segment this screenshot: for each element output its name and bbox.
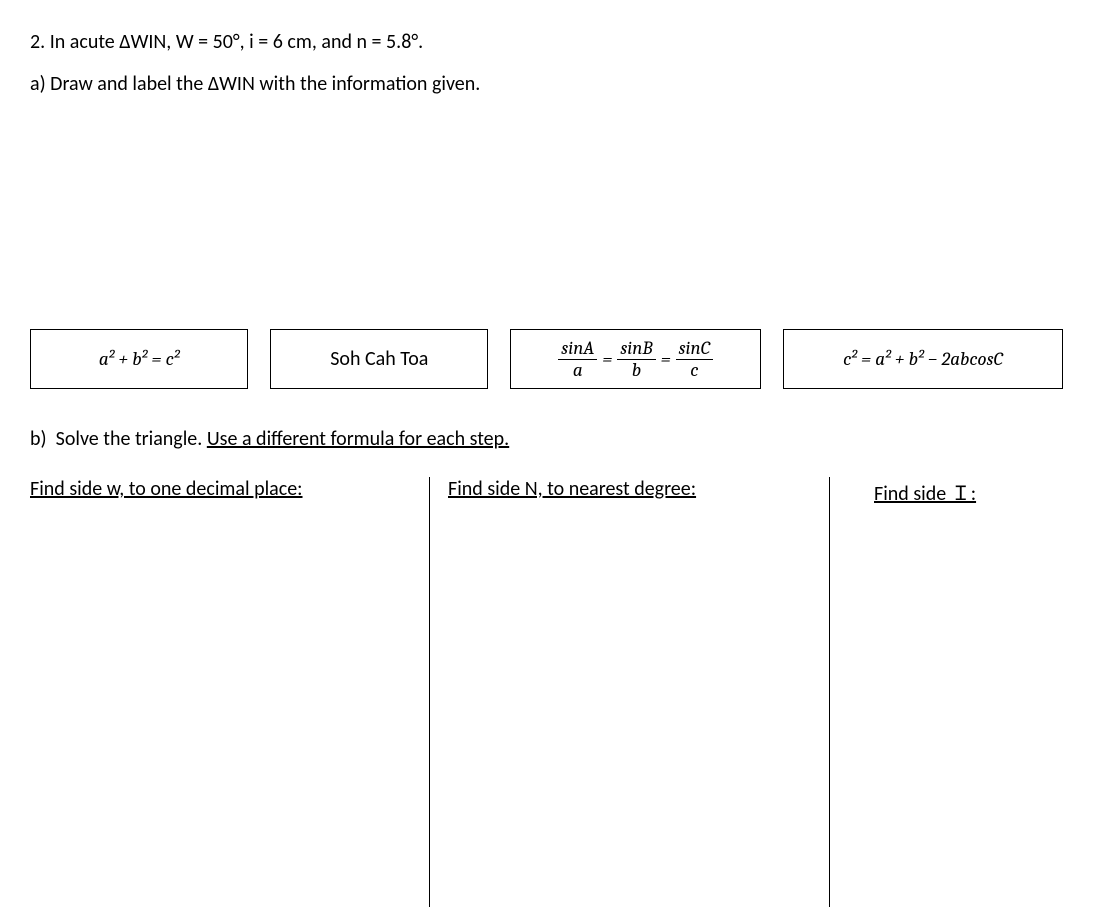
formula-law-of-sines: sinA a = sinB b = sinC c [510,329,761,389]
formula-pythagoras: a² + b² = c² [30,329,248,389]
part-b-label: b) [30,427,47,451]
question-2: 2. In acute ΔWIN, W = 50°, i = 6 cm, and… [30,30,1063,54]
solve-columns: Find side w, to one decimal place: Find … [30,477,1063,907]
col3-heading: Find side Ｉ: [874,477,1048,506]
sines-a: a [558,360,597,381]
formula-sohcahtoa: Soh Cah Toa [270,329,488,389]
formula-cosines-text: c² = a² + b² − 2abcosC [843,348,1003,370]
col2-heading: Find side N, to nearest degree: [448,477,817,501]
sines-sinB: sinB [617,338,655,360]
formula-pythagoras-text: a² + b² = c² [99,348,180,370]
sines-sinC: sinC [676,338,713,360]
solve-col-n: Find side N, to nearest degree: [430,477,830,907]
drawing-area [30,114,1063,329]
formula-law-of-cosines: c² = a² + b² − 2abcosC [783,329,1063,389]
solve-col-w: Find side w, to one decimal place: [30,477,430,907]
part-b-prompt: b) Solve the triangle. Use a different f… [30,427,1063,451]
sines-b: b [617,360,655,381]
sines-c: c [676,360,713,381]
sines-sinA: sinA [558,338,597,360]
part-b-text-underlined: Use a different formula for each step. [207,427,509,451]
solve-col-i: Find side Ｉ: [830,477,1060,907]
part-b-text-plain: Solve the triangle. [56,427,207,451]
sines-eq1: = [602,348,612,370]
part-a-prompt: a) Draw and label the ΔWIN with the info… [30,72,1063,96]
sines-eq2: = [661,348,671,370]
formula-reference-row: a² + b² = c² Soh Cah Toa sinA a = sinB b… [30,329,1063,389]
formula-sohcahtoa-text: Soh Cah Toa [330,347,428,371]
col1-heading: Find side w, to one decimal place: [30,477,417,501]
